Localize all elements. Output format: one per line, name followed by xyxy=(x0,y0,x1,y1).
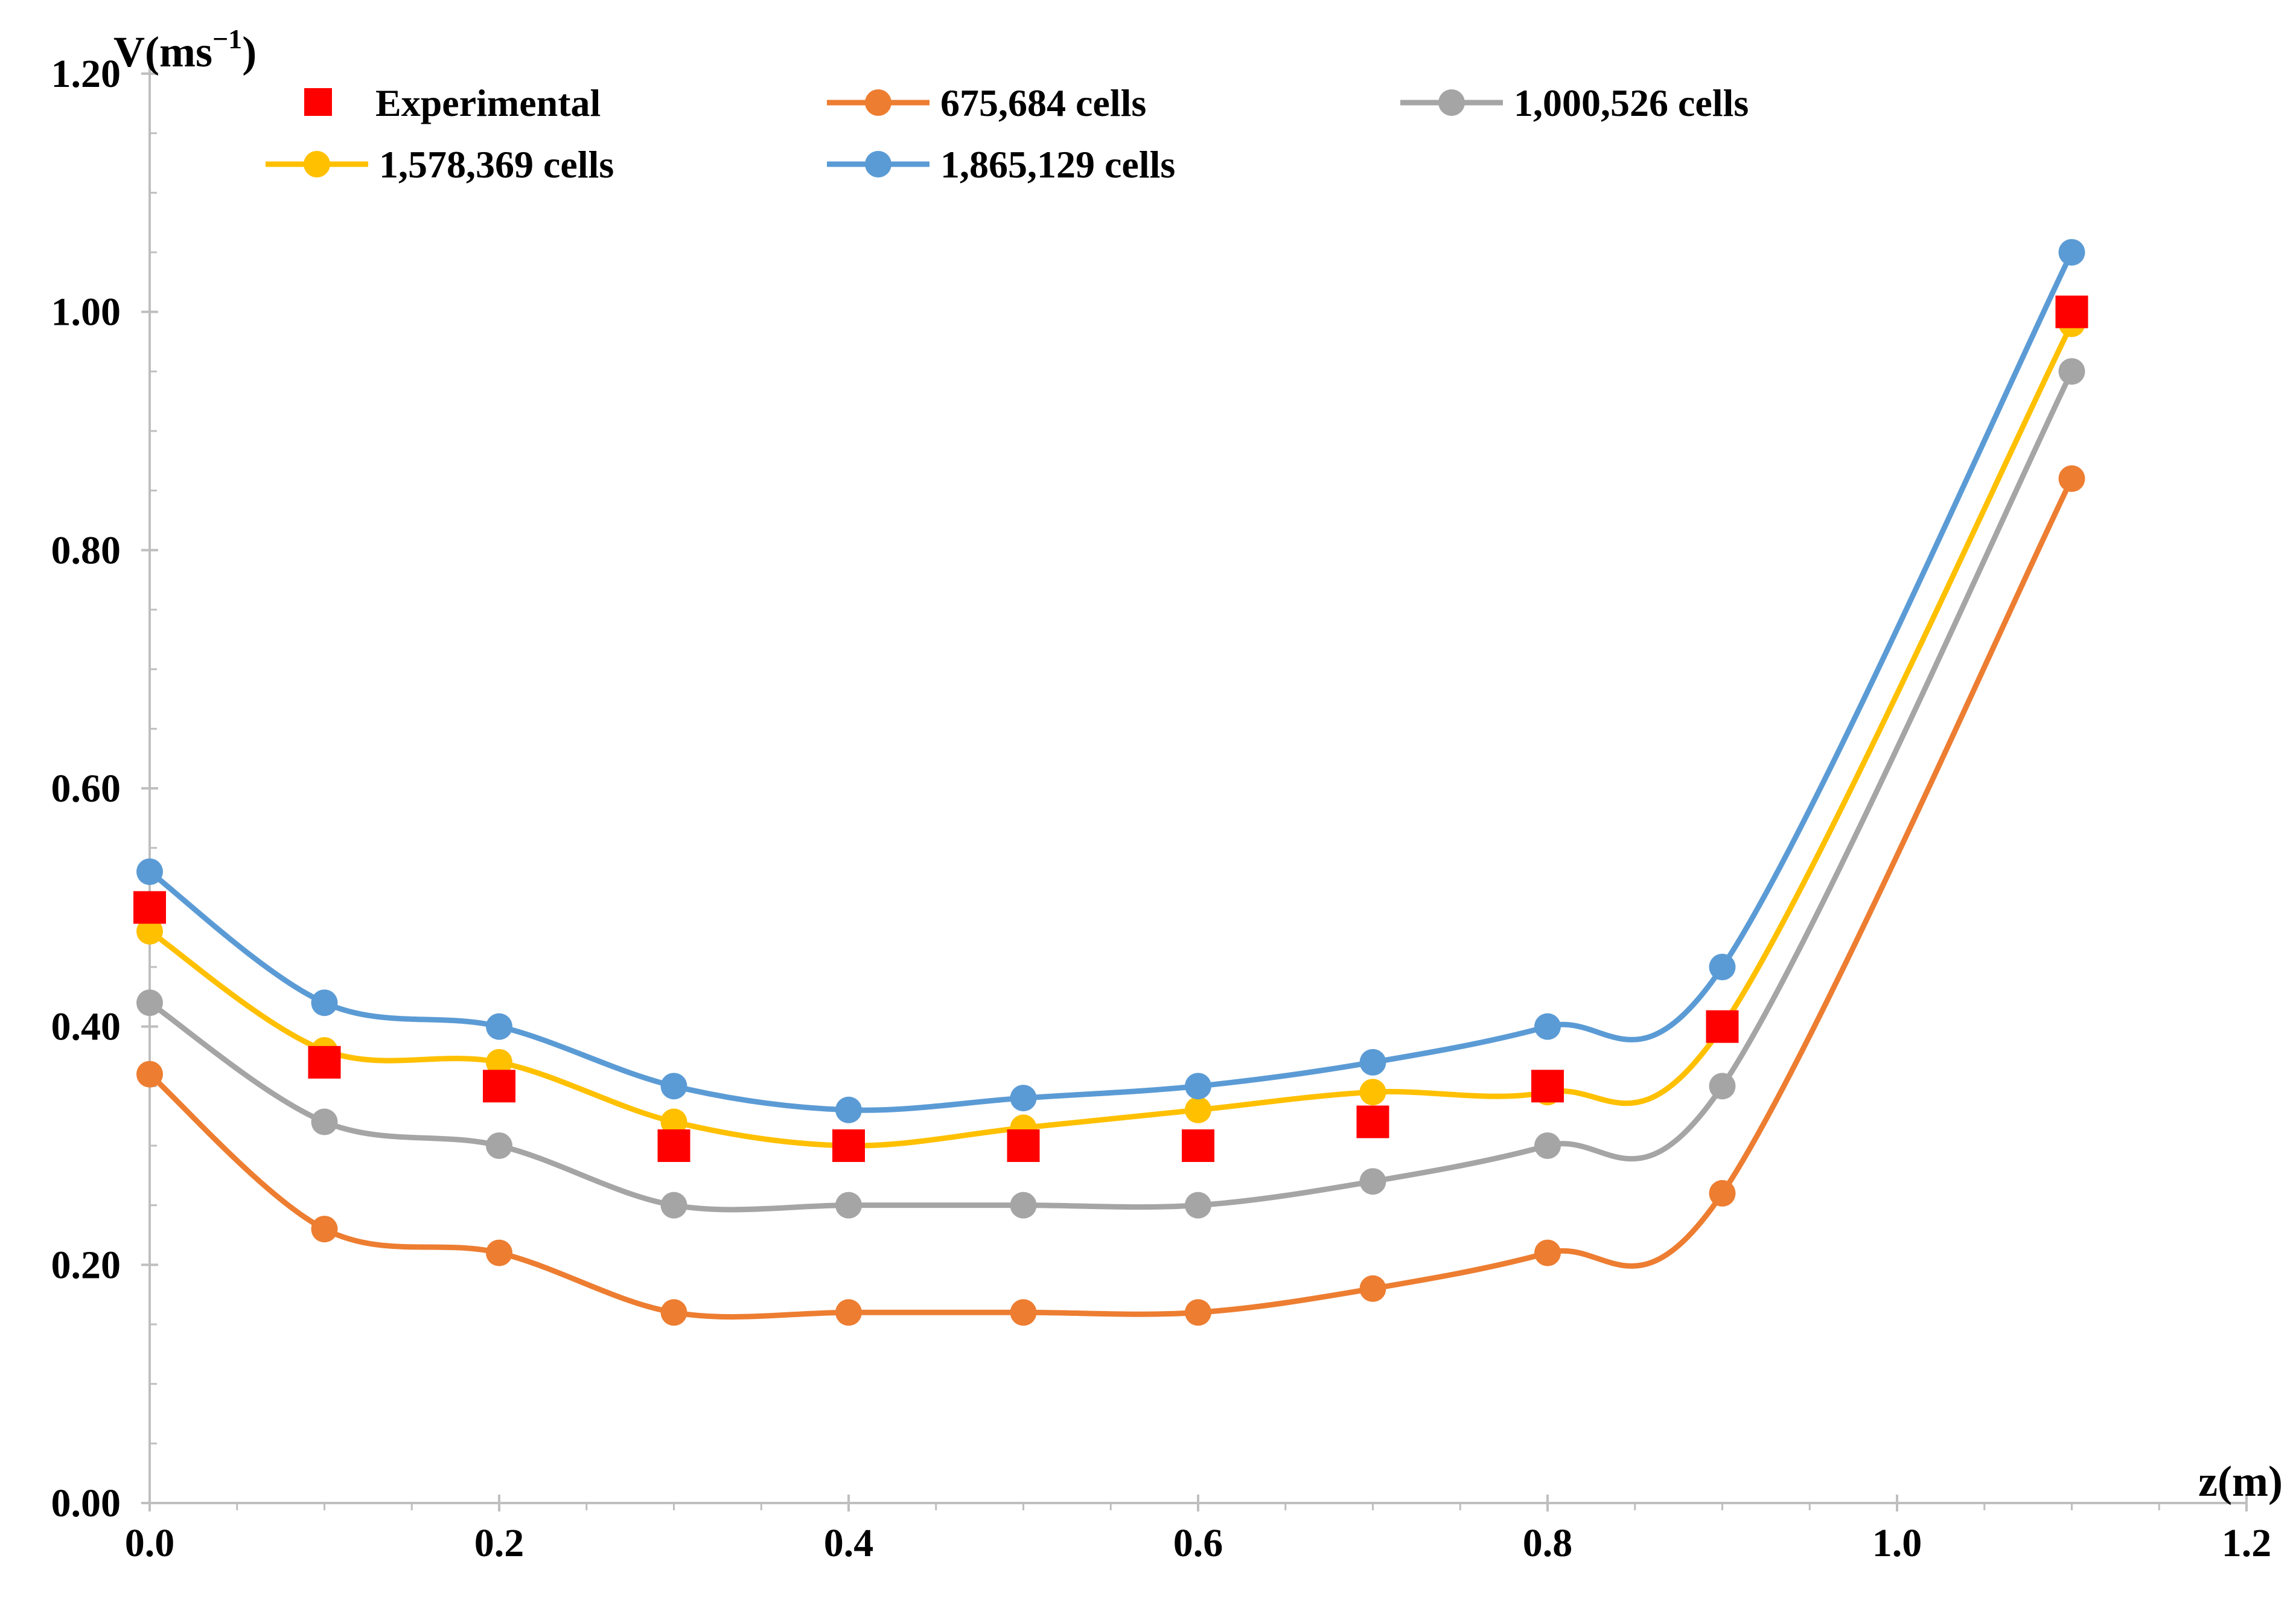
data-point-experimental xyxy=(1706,1010,1739,1043)
y-axis-label: V(ms−1) xyxy=(113,24,257,76)
data-point-675-684-cells xyxy=(660,1299,687,1326)
x-tick-label: 0.2 xyxy=(474,1521,525,1565)
series-line-675-684-cells xyxy=(148,477,2074,1320)
data-point-1-865-129-cells xyxy=(660,1073,687,1100)
x-tick-label: 0.0 xyxy=(125,1521,175,1565)
data-point-1-865-129-cells xyxy=(1534,1013,1561,1040)
y-tick-label: 0.20 xyxy=(51,1243,121,1287)
ticks: 0.00 0.20 0.40 0.60 0.80 1.00 1.20 0.0 0.2 0.4 0.6… xyxy=(51,52,2272,1565)
data-point-experimental xyxy=(657,1129,690,1162)
data-point-1-865-129-cells xyxy=(486,1013,512,1040)
data-point-1-865-129-cells xyxy=(1010,1085,1037,1112)
legend-marker-1-865-129-cells xyxy=(865,151,891,177)
data-point-experimental xyxy=(1182,1129,1214,1162)
x-tick-label: 1.0 xyxy=(1872,1521,1922,1565)
data-point-1-000-526-cells xyxy=(660,1192,687,1219)
legend-item-experimental: Experimental xyxy=(304,81,601,124)
data-point-1-578-369-cells xyxy=(1185,1096,1211,1123)
data-point-experimental xyxy=(2055,295,2088,328)
data-point-675-684-cells xyxy=(1010,1299,1037,1326)
legend-label: 1,000,526 cells xyxy=(1514,81,1749,124)
legend-label: 1,578,369 cells xyxy=(379,143,614,186)
y-axis-label-sup: −1 xyxy=(212,24,242,54)
y-axis-label-main: V(ms xyxy=(113,28,212,76)
x-axis-label: z(m) xyxy=(2198,1457,2283,1505)
y-tick-label: 0.00 xyxy=(51,1481,121,1525)
data-point-1-000-526-cells xyxy=(2058,358,2085,385)
data-point-1-865-129-cells xyxy=(2058,239,2085,266)
data-point-1-865-129-cells xyxy=(136,858,163,886)
legend-label: Experimental xyxy=(375,81,601,124)
y-tick-label: 1.00 xyxy=(51,290,121,334)
data-point-1-000-526-cells xyxy=(1709,1073,1736,1100)
data-point-1-865-129-cells xyxy=(311,989,338,1017)
legend: Experimental 675,684 cells 1,000,526 cells… xyxy=(266,81,1749,186)
legend-marker-1-578-369-cells xyxy=(304,151,330,177)
data-point-1-865-129-cells xyxy=(1709,954,1736,980)
data-point-675-684-cells xyxy=(311,1216,338,1243)
data-point-experimental xyxy=(133,891,166,924)
legend-marker-1-000-526-cells xyxy=(1438,89,1465,116)
legend-item-1-865-129-cells: 1,865,129 cells xyxy=(827,143,1175,186)
data-point-1-578-369-cells xyxy=(486,1048,512,1076)
data-point-1-000-526-cells xyxy=(835,1192,862,1219)
data-point-675-684-cells xyxy=(1185,1299,1211,1326)
x-tick-label: 0.6 xyxy=(1173,1521,1223,1565)
legend-label: 1,865,129 cells xyxy=(940,143,1175,186)
data-point-675-684-cells xyxy=(486,1239,512,1266)
y-tick-label: 0.80 xyxy=(51,528,121,572)
data-point-675-684-cells xyxy=(1709,1179,1736,1207)
data-point-1-000-526-cells xyxy=(311,1108,338,1135)
data-point-1-578-369-cells xyxy=(136,918,163,945)
data-point-1-578-369-cells xyxy=(660,1108,687,1135)
x-tick-label: 0.8 xyxy=(1523,1521,1573,1565)
data-point-1-865-129-cells xyxy=(835,1096,862,1123)
legend-label: 675,684 cells xyxy=(940,81,1146,124)
data-point-1-000-526-cells xyxy=(136,989,163,1017)
data-point-675-684-cells xyxy=(1359,1275,1386,1302)
data-point-675-684-cells xyxy=(835,1299,862,1326)
data-point-1-000-526-cells xyxy=(1185,1192,1211,1219)
data-point-1-578-369-cells xyxy=(1359,1079,1386,1106)
data-point-experimental xyxy=(308,1045,341,1079)
x-tick-label: 0.4 xyxy=(824,1521,874,1565)
legend-item-1-000-526-cells: 1,000,526 cells xyxy=(1400,81,1749,124)
legend-item-1-578-369-cells: 1,578,369 cells xyxy=(266,143,614,186)
plot-area xyxy=(133,239,2088,1326)
data-point-1-865-129-cells xyxy=(1185,1073,1211,1100)
data-point-675-684-cells xyxy=(2058,465,2085,492)
legend-item-675-684-cells: 675,684 cells xyxy=(827,81,1146,124)
data-point-1-000-526-cells xyxy=(1534,1132,1561,1159)
y-tick-label: 0.60 xyxy=(51,767,121,811)
legend-marker-675-684-cells xyxy=(865,89,891,116)
data-point-1-000-526-cells xyxy=(1010,1192,1037,1219)
data-point-675-684-cells xyxy=(1534,1239,1561,1266)
y-tick-label: 0.40 xyxy=(51,1005,121,1049)
data-point-675-684-cells xyxy=(136,1061,163,1088)
data-point-experimental xyxy=(1356,1105,1389,1138)
data-point-experimental xyxy=(483,1070,515,1103)
y-axis-label-close: ) xyxy=(242,28,257,76)
legend-marker-experimental xyxy=(304,88,332,116)
data-point-experimental xyxy=(1007,1129,1040,1162)
data-point-experimental xyxy=(1531,1070,1564,1103)
data-point-1-000-526-cells xyxy=(486,1132,512,1159)
x-tick-label: 1.2 xyxy=(2222,1521,2272,1565)
data-point-1-865-129-cells xyxy=(1359,1048,1386,1076)
y-tick-label: 1.20 xyxy=(51,52,121,96)
data-point-1-000-526-cells xyxy=(1359,1168,1386,1195)
data-point-experimental xyxy=(832,1129,865,1162)
